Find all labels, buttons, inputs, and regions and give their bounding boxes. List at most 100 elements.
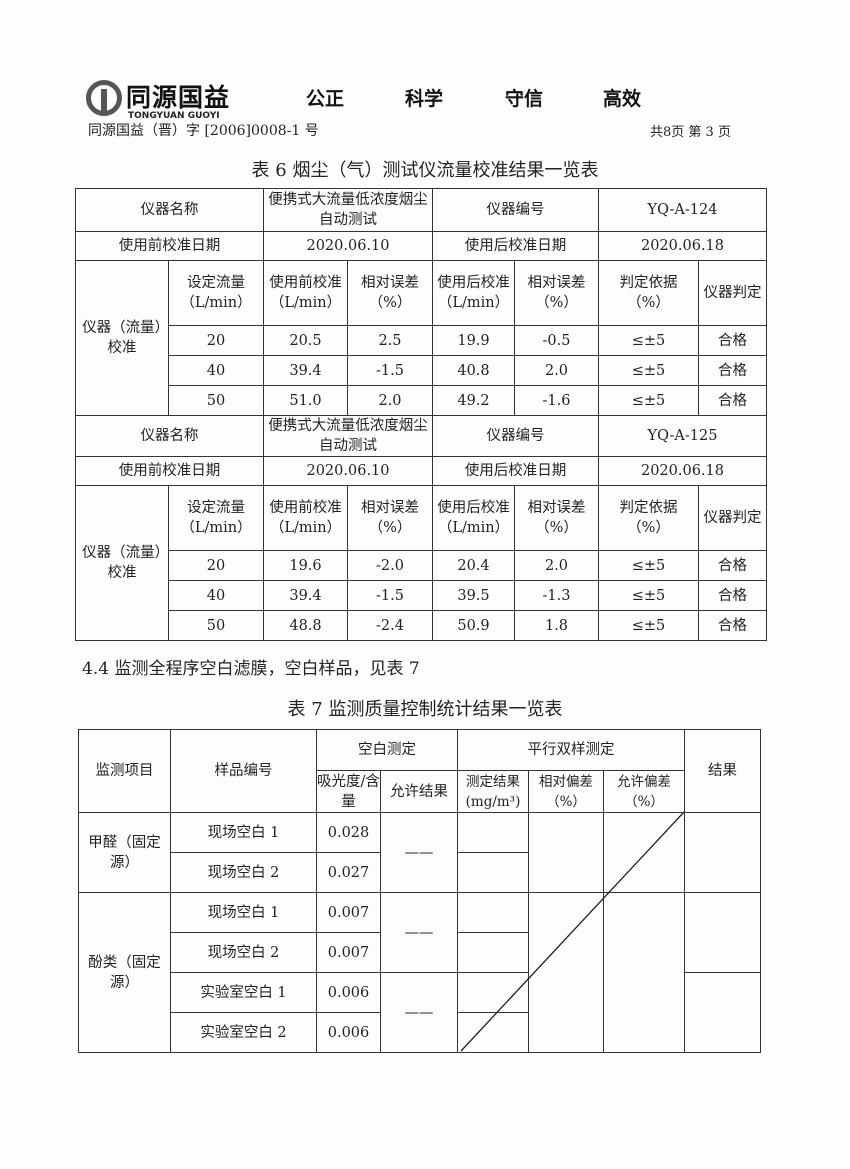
logo-subtext: TONGYUAN GUOYI: [128, 111, 220, 121]
table-row: 实验室空白 1 0.006 ——: [79, 972, 762, 1053]
column-header: 使用后校准（L/min）: [432, 260, 515, 326]
document-number: 同源国益（晋）字 [2006]0008-1 号: [88, 123, 319, 139]
measured-cell: [457, 972, 529, 1013]
measured-cell: [457, 812, 529, 853]
table6-caption: 表 6 烟尘（气）测试仪流量校准结果一览表: [251, 160, 599, 181]
column-header: 相对误差（%）: [347, 260, 433, 326]
allow-dev-cell: [602, 892, 686, 1053]
header-item: 监测项目: [78, 729, 171, 813]
logo-icon: [86, 80, 122, 116]
column-header: 使用前校准（L/min）: [263, 485, 348, 551]
label-code: 仪器编号: [432, 188, 599, 232]
allowed-result: ——: [380, 812, 458, 893]
pre-date: 2020.06.10: [263, 456, 433, 486]
label-pre-date: 使用前校准日期: [75, 231, 264, 261]
column-header: 仪器判定: [698, 260, 767, 326]
column-header: 相对误差（%）: [514, 260, 599, 326]
cell: -2.4: [347, 610, 433, 641]
table7-caption: 表 7 监测质量控制统计结果一览表: [287, 699, 563, 720]
cell: 合格: [698, 610, 767, 641]
label-name: 仪器名称: [75, 415, 264, 457]
table-row: 50 48.8 -2.4 50.9 1.8 ≤±5 合格: [76, 610, 767, 641]
measured-cell: [457, 932, 529, 973]
column-header-row: 仪器（流量）校准 设定流量（L/min） 使用前校准（L/min） 相对误差（%） 使用…: [75, 260, 767, 416]
instrument-code: YQ-A-125: [598, 415, 767, 457]
cell: -0.5: [514, 325, 599, 356]
cell: 49.2: [432, 385, 515, 416]
table-row: 20 19.6 -2.0 20.4 2.0 ≤±5 合格: [76, 550, 767, 581]
slogan-3: 守信: [505, 88, 544, 110]
column-header-row: 仪器（流量）校准 设定流量（L/min） 使用前校准（L/min） 相对误差（%） 使用…: [75, 485, 767, 641]
group-label: 仪器（流量）校准: [75, 485, 169, 641]
result-cell: [684, 892, 762, 973]
cell: -2.0: [347, 550, 433, 581]
column-header: 相对误差（%）: [514, 485, 599, 551]
label-post-date: 使用后校准日期: [432, 231, 599, 261]
header-allow-dev: 允许偏差（%）: [602, 770, 686, 813]
table-row: 40 39.4 -1.5 39.5 -1.3 ≤±5 合格: [76, 580, 767, 611]
pre-date: 2020.06.10: [263, 231, 433, 261]
sample-id: 实验室空白 1: [170, 972, 317, 1013]
instrument-name: 便携式大流量低浓度烟尘自动测试: [263, 415, 433, 457]
cell: ≤±5: [598, 325, 699, 356]
cell: -1.5: [347, 355, 433, 386]
table-row: 40 39.4 -1.5 40.8 2.0 ≤±5 合格: [76, 355, 767, 386]
cell: 39.4: [263, 355, 348, 386]
item-name: 甲醛（固定源）: [78, 812, 171, 893]
cell: 2.0: [514, 355, 599, 386]
allowed-result: ——: [380, 892, 458, 973]
header-sample: 样品编号: [170, 729, 317, 813]
cell: 20: [168, 550, 264, 581]
cell: 19.6: [263, 550, 348, 581]
column-header: 设定流量（L/min）: [168, 485, 264, 551]
rel-dev-cell: [528, 892, 604, 1053]
column-header: 判定依据（%）: [598, 260, 699, 326]
measured-cell: [457, 1012, 529, 1053]
cell: ≤±5: [598, 610, 699, 641]
logo-text: 同源国益: [126, 83, 231, 112]
measured-cell: [457, 892, 529, 933]
table7: 监测项目 样品编号 空白测定 平行双样测定 结果 吸光度/含量 允许结果 测定结…: [78, 729, 762, 1053]
absorbance: 0.028: [316, 812, 381, 853]
cell: 50: [168, 610, 264, 641]
instrument-name: 便携式大流量低浓度烟尘自动测试: [263, 188, 433, 232]
label-pre-date: 使用前校准日期: [75, 456, 264, 486]
column-header: 使用前校准（L/min）: [263, 260, 348, 326]
page-info: 共8页 第 3 页: [650, 125, 731, 140]
cell: 1.8: [514, 610, 599, 641]
cell: 合格: [698, 325, 767, 356]
cell: -1.5: [347, 580, 433, 611]
absorbance: 0.007: [316, 892, 381, 933]
table6: 仪器名称 便携式大流量低浓度烟尘自动测试 仪器编号 YQ-A-124 使用前校准日期 20…: [75, 188, 767, 641]
item-name: 酚类（固定源）: [78, 892, 171, 1053]
header-allowed-result: 允许结果: [380, 770, 458, 813]
header-blank: 空白测定: [316, 729, 458, 771]
date-row: 使用前校准日期 2020.06.10 使用后校准日期 2020.06.18: [75, 231, 767, 261]
cell: 2.0: [514, 550, 599, 581]
cell: 19.9: [432, 325, 515, 356]
table-row: 酚类（固定源） 现场空白 1 0.007 ——: [78, 892, 762, 1053]
allowed-result: ——: [380, 972, 458, 1053]
column-header: 使用后校准（L/min）: [432, 485, 515, 551]
cell: 2.0: [347, 385, 433, 416]
post-date: 2020.06.18: [598, 456, 767, 486]
slogan-2: 科学: [405, 88, 444, 110]
section-4-4: 4.4 监测全程序空白滤膜，空白样品，见表 7: [82, 659, 420, 679]
date-row: 使用前校准日期 2020.06.10 使用后校准日期 2020.06.18: [75, 456, 767, 486]
group-label: 仪器（流量）校准: [75, 260, 169, 416]
label-code: 仪器编号: [432, 415, 599, 457]
result-cell: [684, 972, 762, 1053]
cell: 合格: [698, 550, 767, 581]
cell: 合格: [698, 580, 767, 611]
absorbance: 0.007: [316, 932, 381, 973]
header-absorb: 吸光度/含量: [316, 770, 381, 813]
diagonal-line: [460, 811, 685, 1052]
cell: -1.6: [514, 385, 599, 416]
table-row: 50 51.0 2.0 49.2 -1.6 ≤±5 合格: [76, 385, 767, 416]
cell: 50: [168, 385, 264, 416]
cell: -1.3: [514, 580, 599, 611]
slogan-1: 公正: [306, 88, 345, 110]
absorbance: 0.027: [316, 852, 381, 893]
